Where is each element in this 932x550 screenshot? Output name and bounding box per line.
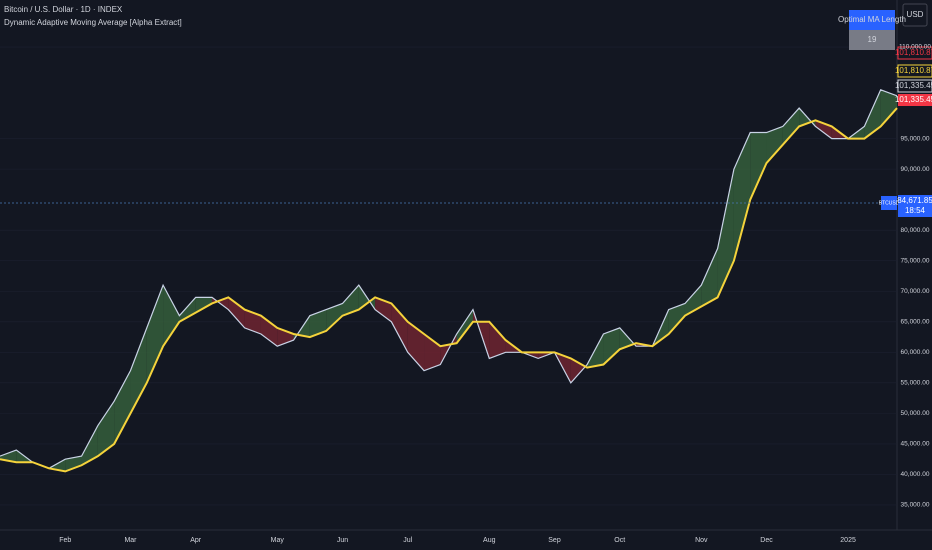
x-tick-label: Aug (483, 537, 496, 544)
table-header: Optimal MA Length (838, 15, 906, 24)
x-tick-label: Oct (614, 537, 625, 544)
trend-fill (750, 132, 767, 200)
trend-fill (130, 327, 147, 414)
trend-fill (195, 297, 213, 313)
table-value-cell (849, 30, 895, 50)
x-tick-label: Mar (124, 537, 137, 544)
x-tick-label: Jun (337, 537, 348, 544)
symbol-title: Bitcoin / U.S. Dollar · 1D · INDEX (4, 5, 123, 14)
y-tick-label: 95,000.00 (901, 135, 930, 142)
y-tick-label: 60,000.00 (901, 349, 930, 356)
y-tick-label: 110,000.00 (899, 44, 931, 51)
trend-fill (489, 321, 506, 359)
table-header-cell (849, 10, 895, 30)
price-tag (897, 79, 932, 93)
currency-button[interactable] (902, 3, 928, 27)
x-tick-label: Jul (403, 537, 412, 544)
trend-fill (717, 169, 734, 298)
trend-fill (603, 327, 620, 365)
trend-fill (424, 333, 441, 371)
trend-fill (391, 303, 408, 353)
price-tag-label: 101,335.45 (895, 81, 932, 90)
y-tick-label: 55,000.00 (901, 380, 930, 387)
price-line (0, 88, 898, 469)
plot-area (0, 46, 898, 506)
x-tick-label: May (271, 537, 285, 544)
table-value: 19 (868, 35, 877, 44)
trend-fill (146, 285, 164, 383)
trend-fill (309, 309, 327, 338)
trend-fill (766, 126, 783, 164)
trend-fill (570, 358, 588, 383)
trend-fill (228, 297, 245, 328)
trend-fill (375, 297, 392, 322)
trend-fill (782, 108, 800, 145)
trend-fill (163, 285, 180, 347)
y-tick-label: 45,000.00 (901, 441, 930, 448)
price-tag-label: 101,810.87 (895, 66, 932, 75)
y-tick-label: 90,000.00 (901, 166, 930, 173)
trend-fill (179, 297, 196, 322)
trend-fill (668, 303, 685, 334)
crosshair-symbol: BTCUSD (879, 200, 900, 206)
x-tick-label: Apr (190, 537, 202, 544)
price-tag (898, 94, 932, 106)
y-tick-label: 75,000.00 (901, 257, 930, 264)
y-tick-label: 70,000.00 (901, 288, 930, 295)
trend-fill (815, 120, 832, 139)
crosshair-price-tag (898, 195, 932, 217)
price-tag-label: 101,810.87 (895, 48, 932, 57)
trend-fill (81, 425, 98, 466)
trend-fill (97, 401, 115, 457)
trend-fill (326, 303, 343, 331)
x-tick-label: Sep (548, 537, 561, 544)
trend-fill (65, 456, 82, 472)
y-tick-label: 80,000.00 (901, 227, 930, 234)
trend-fill (701, 248, 718, 307)
crosshair-price: 84,671.85 (897, 196, 932, 205)
trend-fill (733, 132, 751, 261)
trend-fill (864, 89, 881, 139)
y-tick-label: 40,000.00 (901, 471, 930, 478)
y-tick-label: 50,000.00 (901, 410, 930, 417)
y-tick-label: 65,000.00 (901, 319, 930, 326)
x-tick-label: Dec (760, 537, 773, 544)
indicator-title: Dynamic Adaptive Moving Average [Alpha E… (4, 18, 182, 27)
price-tag (897, 46, 932, 60)
x-tick-label: Feb (59, 537, 71, 544)
trend-fill (880, 89, 897, 127)
y-tick-label: 35,000.00 (901, 502, 930, 509)
trend-fill (342, 285, 359, 316)
price-tag (897, 64, 932, 78)
crosshair-symbol-tag (881, 196, 897, 210)
trend-fill (407, 321, 425, 371)
currency-label[interactable]: USD (907, 10, 924, 19)
trend-fill (456, 309, 473, 344)
crosshair-time: 18:54 (905, 206, 926, 215)
x-tick-label: Nov (695, 537, 708, 544)
trend-fill (114, 370, 131, 444)
price-tag-label: 101,335.45 (895, 95, 932, 104)
ma-line (0, 107, 898, 473)
trend-fill (260, 315, 278, 347)
x-tick-label: 2025 (840, 537, 856, 544)
trend-fill (244, 309, 261, 334)
